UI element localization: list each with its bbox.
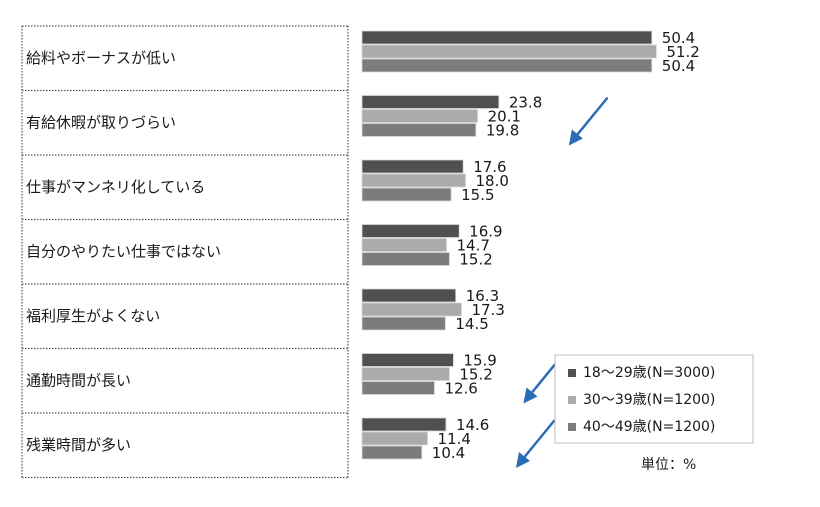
data-label: 16.3: [466, 287, 499, 305]
legend-label: 30〜39歳(N=1200): [583, 392, 715, 408]
data-label: 14.5: [455, 315, 488, 333]
data-label: 15.9: [463, 352, 496, 370]
bar: [361, 417, 447, 432]
category-label: 有給休暇が取りづらい: [26, 114, 176, 132]
bar: [361, 431, 428, 446]
category-label: 給料やボーナスが低い: [26, 49, 176, 67]
bar: [361, 30, 653, 45]
category-label: 通勤時間が長い: [26, 372, 131, 390]
data-label: 15.5: [461, 186, 494, 204]
bar: [361, 187, 452, 202]
bar: [361, 95, 500, 109]
legend-swatch: [568, 396, 576, 404]
bar: [361, 224, 460, 238]
bar: [361, 288, 457, 303]
data-label: 18.0: [476, 172, 509, 190]
bar: [361, 316, 446, 331]
data-label: 50.4: [662, 57, 695, 75]
bar: [361, 109, 478, 123]
category-label: 仕事がマンネリ化している: [26, 178, 205, 196]
bar: [361, 445, 423, 460]
unit-note: 単位：%: [641, 457, 696, 473]
data-label: 16.9: [469, 223, 502, 241]
data-label: 15.2: [459, 251, 492, 269]
bar: [361, 44, 657, 59]
legend-swatch: [568, 369, 576, 377]
data-label: 15.2: [459, 366, 492, 384]
data-label: 51.2: [666, 43, 699, 61]
bar: [361, 238, 447, 252]
data-label: 14.6: [456, 416, 489, 434]
legend-swatch: [568, 423, 576, 431]
bar: [361, 252, 450, 266]
data-label: 12.6: [444, 380, 477, 398]
trend-arrow-head: [523, 387, 538, 404]
bar: [361, 353, 454, 367]
data-label: 10.4: [432, 444, 465, 462]
bar: [361, 302, 462, 317]
data-label: 50.4: [662, 29, 695, 47]
bar: [361, 159, 464, 174]
category-label: 福利厚生がよくない: [26, 307, 160, 325]
bar: [361, 367, 450, 381]
category-label: 残業時間が多い: [26, 436, 131, 454]
data-label: 23.8: [509, 94, 542, 112]
bar: [361, 381, 435, 395]
legend-label: 40〜49歳(N=1200): [583, 419, 715, 435]
trend-arrow-head: [515, 452, 530, 468]
data-label: 19.8: [486, 122, 519, 140]
legend-label: 18〜29歳(N=3000): [583, 365, 715, 381]
bar: [361, 58, 653, 73]
data-label: 11.4: [438, 430, 471, 448]
data-label: 17.6: [473, 158, 506, 176]
data-label: 20.1: [488, 108, 521, 126]
bar: [361, 173, 466, 188]
trend-arrow-head: [568, 129, 583, 146]
data-label: 17.3: [471, 301, 504, 319]
bar: [361, 123, 477, 137]
legend-box: [554, 354, 754, 444]
category-label: 自分のやりたい仕事ではない: [26, 243, 221, 261]
data-label: 14.7: [457, 237, 490, 255]
